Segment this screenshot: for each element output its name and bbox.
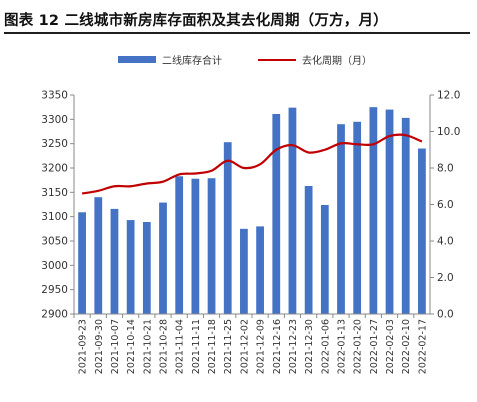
x-tick-label: 2022-01-20 [353,319,364,374]
bar [256,226,264,314]
y-left-tick-label: 2950 [41,284,68,296]
x-tick-label: 2022-02-10 [401,319,412,374]
bar [385,109,394,314]
bar [78,212,86,314]
bar [401,117,410,314]
legend-line-swatch [258,58,296,61]
bar [175,176,184,314]
x-tick-label: 2022-02-03 [385,319,396,374]
bar [207,178,216,314]
x-tick-label: 2021-10-07 [110,319,121,374]
bar [418,148,426,314]
x-tick-label: 2021-11-11 [191,319,202,374]
y-left-tick-label: 3100 [41,211,68,223]
y-right-tick-label: 8.0 [437,163,454,175]
x-tick-label: 2021-11-04 [175,319,186,374]
bar [159,202,167,314]
x-tick-label: 2021-10-21 [142,319,153,374]
bar [369,107,378,315]
bar [142,222,151,314]
bar [304,186,313,314]
legend-item-cycle: 去化周期（月） [258,52,372,67]
y-right-tick-label: 10.0 [437,126,460,138]
x-tick-label: 2021-10-14 [126,319,137,374]
bar [353,121,362,315]
bar [126,220,135,314]
bar [320,204,329,314]
bar [191,178,200,314]
y-right-tick-label: 12.0 [437,90,460,102]
bar [110,208,119,314]
y-left-tick-label: 3300 [41,114,68,126]
x-tick-label: 2021-09-30 [94,319,105,374]
bar [337,124,345,314]
y-right-tick-label: 6.0 [437,199,454,211]
x-tick-label: 2022-01-13 [337,319,348,374]
bar [240,228,248,314]
x-tick-label: 2022-01-06 [320,319,331,374]
x-tick-label: 2021-12-16 [272,319,283,374]
chart-title: 图表 12 二线城市新房库存面积及其去化周期（万方，月） [4,13,388,29]
x-tick-label: 2021-11-25 [223,319,234,374]
bar [272,113,281,314]
legend: 二线库存合计 去化周期（月） [0,52,477,70]
y-left-tick-label: 3250 [41,138,68,150]
legend-bar-swatch [118,56,156,63]
y-left-tick-label: 3350 [41,90,68,102]
x-tick-label: 2021-12-23 [288,319,299,374]
series-line-cycle [81,133,423,195]
x-tick-label: 2022-02-17 [417,319,428,374]
legend-bar-label: 二线库存合计 [162,56,222,67]
x-tick-label: 2021-12-02 [239,319,250,374]
legend-line-label: 去化周期（月） [302,56,372,67]
y-right-tick-label: 0.0 [437,309,454,321]
y-right-tick-label: 2.0 [437,272,454,284]
bar [288,107,297,314]
y-right-tick-label: 4.0 [437,236,454,248]
bar [223,142,232,314]
legend-item-inventory: 二线库存合计 [118,52,222,67]
x-tick-label: 2021-09-23 [78,319,89,374]
y-left-tick-label: 3000 [41,260,68,272]
x-tick-label: 2021-12-09 [256,319,267,374]
title-bar: 图表 12 二线城市新房库存面积及其去化周期（万方，月） [4,4,470,34]
x-tick-label: 2021-10-28 [159,319,170,374]
y-left-tick-label: 3200 [41,163,68,175]
bar [94,197,103,314]
x-tick-label: 2022-01-27 [369,319,380,374]
x-tick-label: 2021-11-18 [207,319,218,374]
y-left-tick-label: 3050 [41,236,68,248]
y-left-tick-label: 3150 [41,187,68,199]
x-tick-label: 2021-12-30 [304,319,315,374]
y-left-tick-label: 2900 [41,309,68,321]
